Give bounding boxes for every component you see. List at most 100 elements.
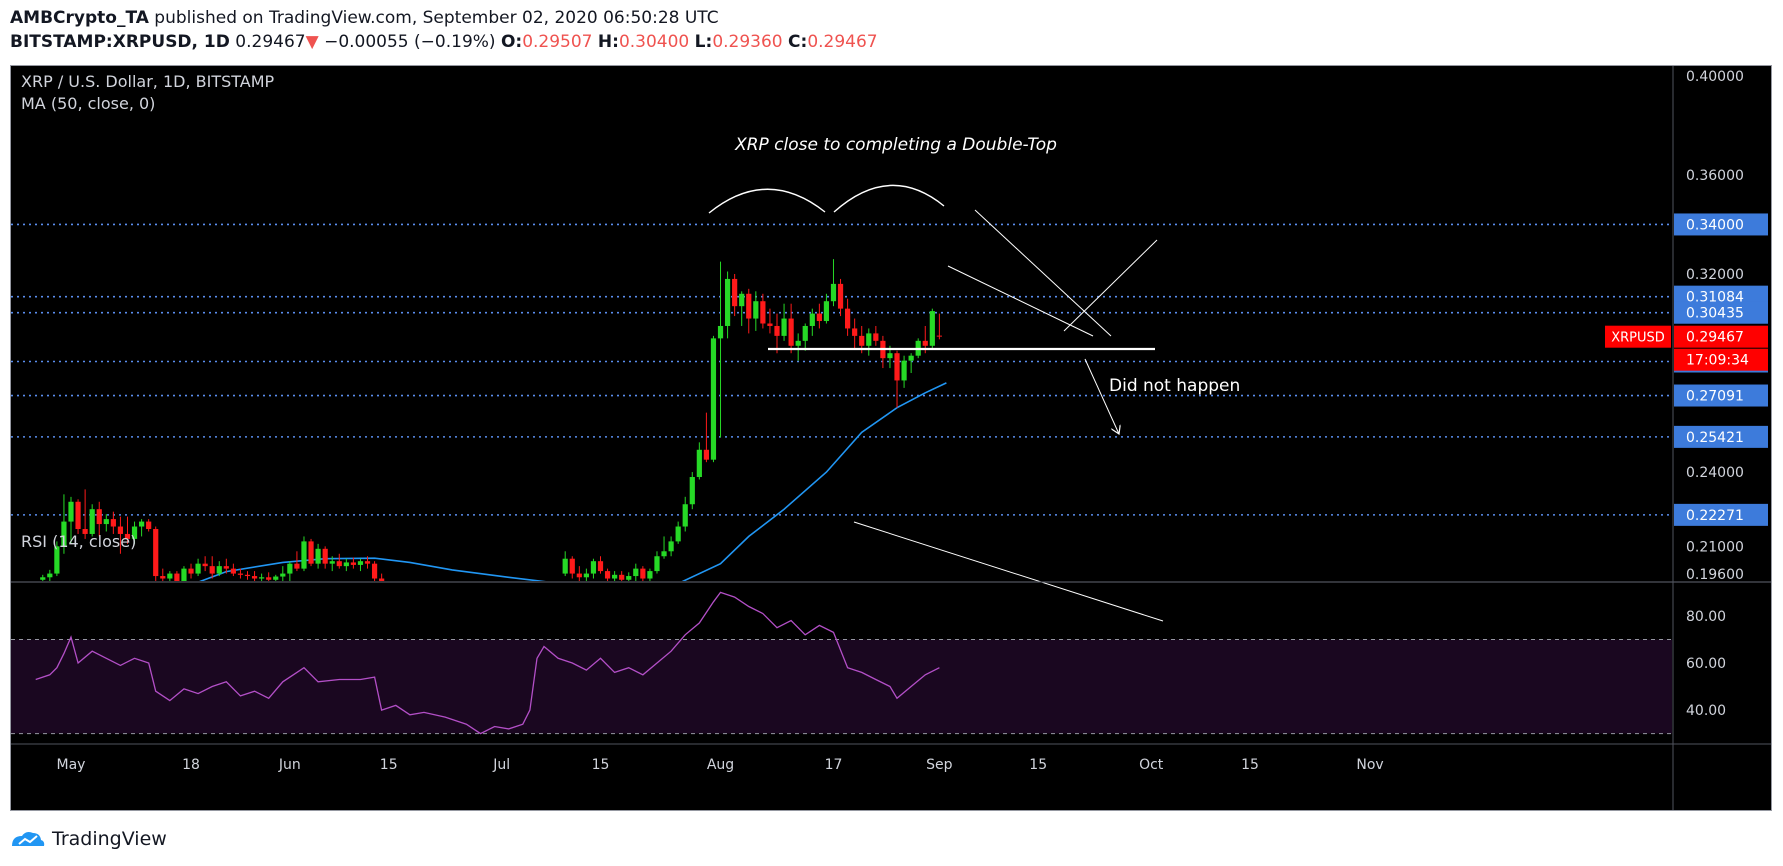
- candle: [287, 561, 293, 581]
- candle: [929, 308, 935, 349]
- candle: [689, 472, 695, 510]
- level-price-tag: 0.22271: [1674, 503, 1768, 526]
- last-price-bg: [1674, 325, 1768, 348]
- candle: [633, 563, 639, 581]
- candle: [746, 288, 752, 334]
- wedge-lower-line: [947, 265, 1094, 337]
- candle-body: [859, 335, 865, 346]
- candle: [131, 521, 138, 544]
- candle-body: [753, 301, 759, 319]
- candle: [89, 504, 95, 537]
- candle: [181, 566, 187, 581]
- author-name[interactable]: AMBCrypto_TA: [10, 8, 149, 28]
- tradingview-footer: TradingView: [10, 826, 167, 852]
- candle-body: [379, 578, 385, 581]
- candle: [802, 323, 808, 351]
- candle-body: [675, 526, 681, 542]
- candle-body: [845, 308, 851, 329]
- level-tag-text: 0.22271: [1686, 508, 1744, 524]
- candle-body: [661, 551, 667, 557]
- candle-body: [576, 573, 582, 578]
- candle: [597, 556, 604, 574]
- candle: [647, 568, 653, 581]
- level-tag-bg: [1674, 425, 1768, 448]
- candle-body: [746, 293, 752, 319]
- candle: [732, 273, 738, 317]
- candle-body: [223, 566, 229, 569]
- level-tag-text: 0.27091: [1686, 389, 1744, 405]
- candle: [908, 353, 914, 374]
- candle-body: [929, 311, 935, 346]
- candle-body: [110, 519, 116, 527]
- candle-body: [131, 526, 138, 539]
- candle: [336, 553, 342, 569]
- chart-frame[interactable]: XRP / U.S. Dollar, 1D, BITSTAMP MA (50, …: [10, 65, 1772, 811]
- candle: [294, 551, 300, 572]
- candle-body: [837, 283, 844, 309]
- candle-body: [202, 563, 208, 567]
- wedge-upper-line: [974, 209, 1112, 337]
- candlestick-series: [40, 259, 942, 581]
- candle-body: [343, 562, 349, 567]
- candle-body: [230, 568, 236, 574]
- candle-body: [167, 573, 173, 579]
- candle: [583, 568, 589, 581]
- open-label: O:: [500, 32, 523, 52]
- candle-body: [830, 283, 837, 302]
- candle-body: [887, 353, 893, 359]
- candle: [612, 571, 618, 581]
- level-tag-bg: [1674, 301, 1768, 324]
- candle: [626, 572, 632, 581]
- second-top-arc: [833, 184, 945, 213]
- ma-legend: MA (50, close, 0): [21, 94, 155, 113]
- candle-body: [209, 566, 215, 574]
- candle-body: [357, 561, 364, 565]
- candle: [280, 566, 286, 581]
- candle: [371, 561, 378, 581]
- candle-body: [301, 541, 307, 569]
- rsi-tick: 40.00: [1686, 703, 1726, 719]
- candle-body: [315, 548, 321, 564]
- candle: [809, 308, 815, 336]
- candle-body: [852, 328, 858, 336]
- candle-body: [82, 529, 88, 534]
- candle-body: [364, 561, 371, 564]
- candle: [816, 303, 822, 329]
- candle-body: [160, 576, 166, 579]
- drawing-tools: [708, 184, 1164, 622]
- candle-body: [597, 561, 604, 572]
- candle: [717, 261, 724, 438]
- projection-arrow: [1084, 358, 1119, 434]
- price-axis[interactable]: 0.40000 0.36000 0.32000 0.24000 0.21000 0.196…: [1686, 69, 1744, 583]
- candle-body: [308, 541, 314, 564]
- price-tick: 0.32000: [1686, 267, 1744, 283]
- candle-body: [40, 577, 46, 580]
- chart-canvas[interactable]: XRP / U.S. Dollar, 1D, BITSTAMP MA (50, …: [11, 66, 1771, 810]
- chart-legend-title: XRP / U.S. Dollar, 1D, BITSTAMP: [21, 72, 275, 91]
- candle: [576, 566, 582, 581]
- candle: [774, 313, 780, 354]
- time-axis[interactable]: May 18 Jun 15 Jul 15 Aug 17 Sep 15 Oct 15 Nov: [57, 757, 1384, 773]
- rsi-axis[interactable]: 80.00 60.00 40.00: [1686, 609, 1726, 719]
- candle: [68, 496, 74, 544]
- candle: [195, 558, 201, 577]
- candle-body: [908, 355, 914, 361]
- candle-body: [590, 561, 597, 574]
- candle-body: [647, 571, 653, 579]
- candle-body: [760, 301, 766, 324]
- tradingview-logo-icon[interactable]: [10, 828, 46, 850]
- candle: [710, 335, 717, 463]
- tradingview-brand[interactable]: TradingView: [52, 828, 167, 850]
- time-tick: Aug: [707, 757, 734, 773]
- ohlc-line: BITSTAMP:XRPUSD, 1D 0.29467▼ −0.00055 (−…: [10, 30, 1770, 54]
- candle-body: [124, 533, 131, 539]
- candle-body: [724, 278, 731, 326]
- candle-body: [195, 563, 201, 574]
- price-tick: 0.19600: [1686, 567, 1744, 583]
- candle-body: [61, 521, 67, 547]
- candle-body: [336, 561, 342, 567]
- time-tick: May: [57, 757, 86, 773]
- candle-body: [654, 556, 660, 572]
- candle: [244, 571, 251, 580]
- close-label: C:: [788, 32, 808, 52]
